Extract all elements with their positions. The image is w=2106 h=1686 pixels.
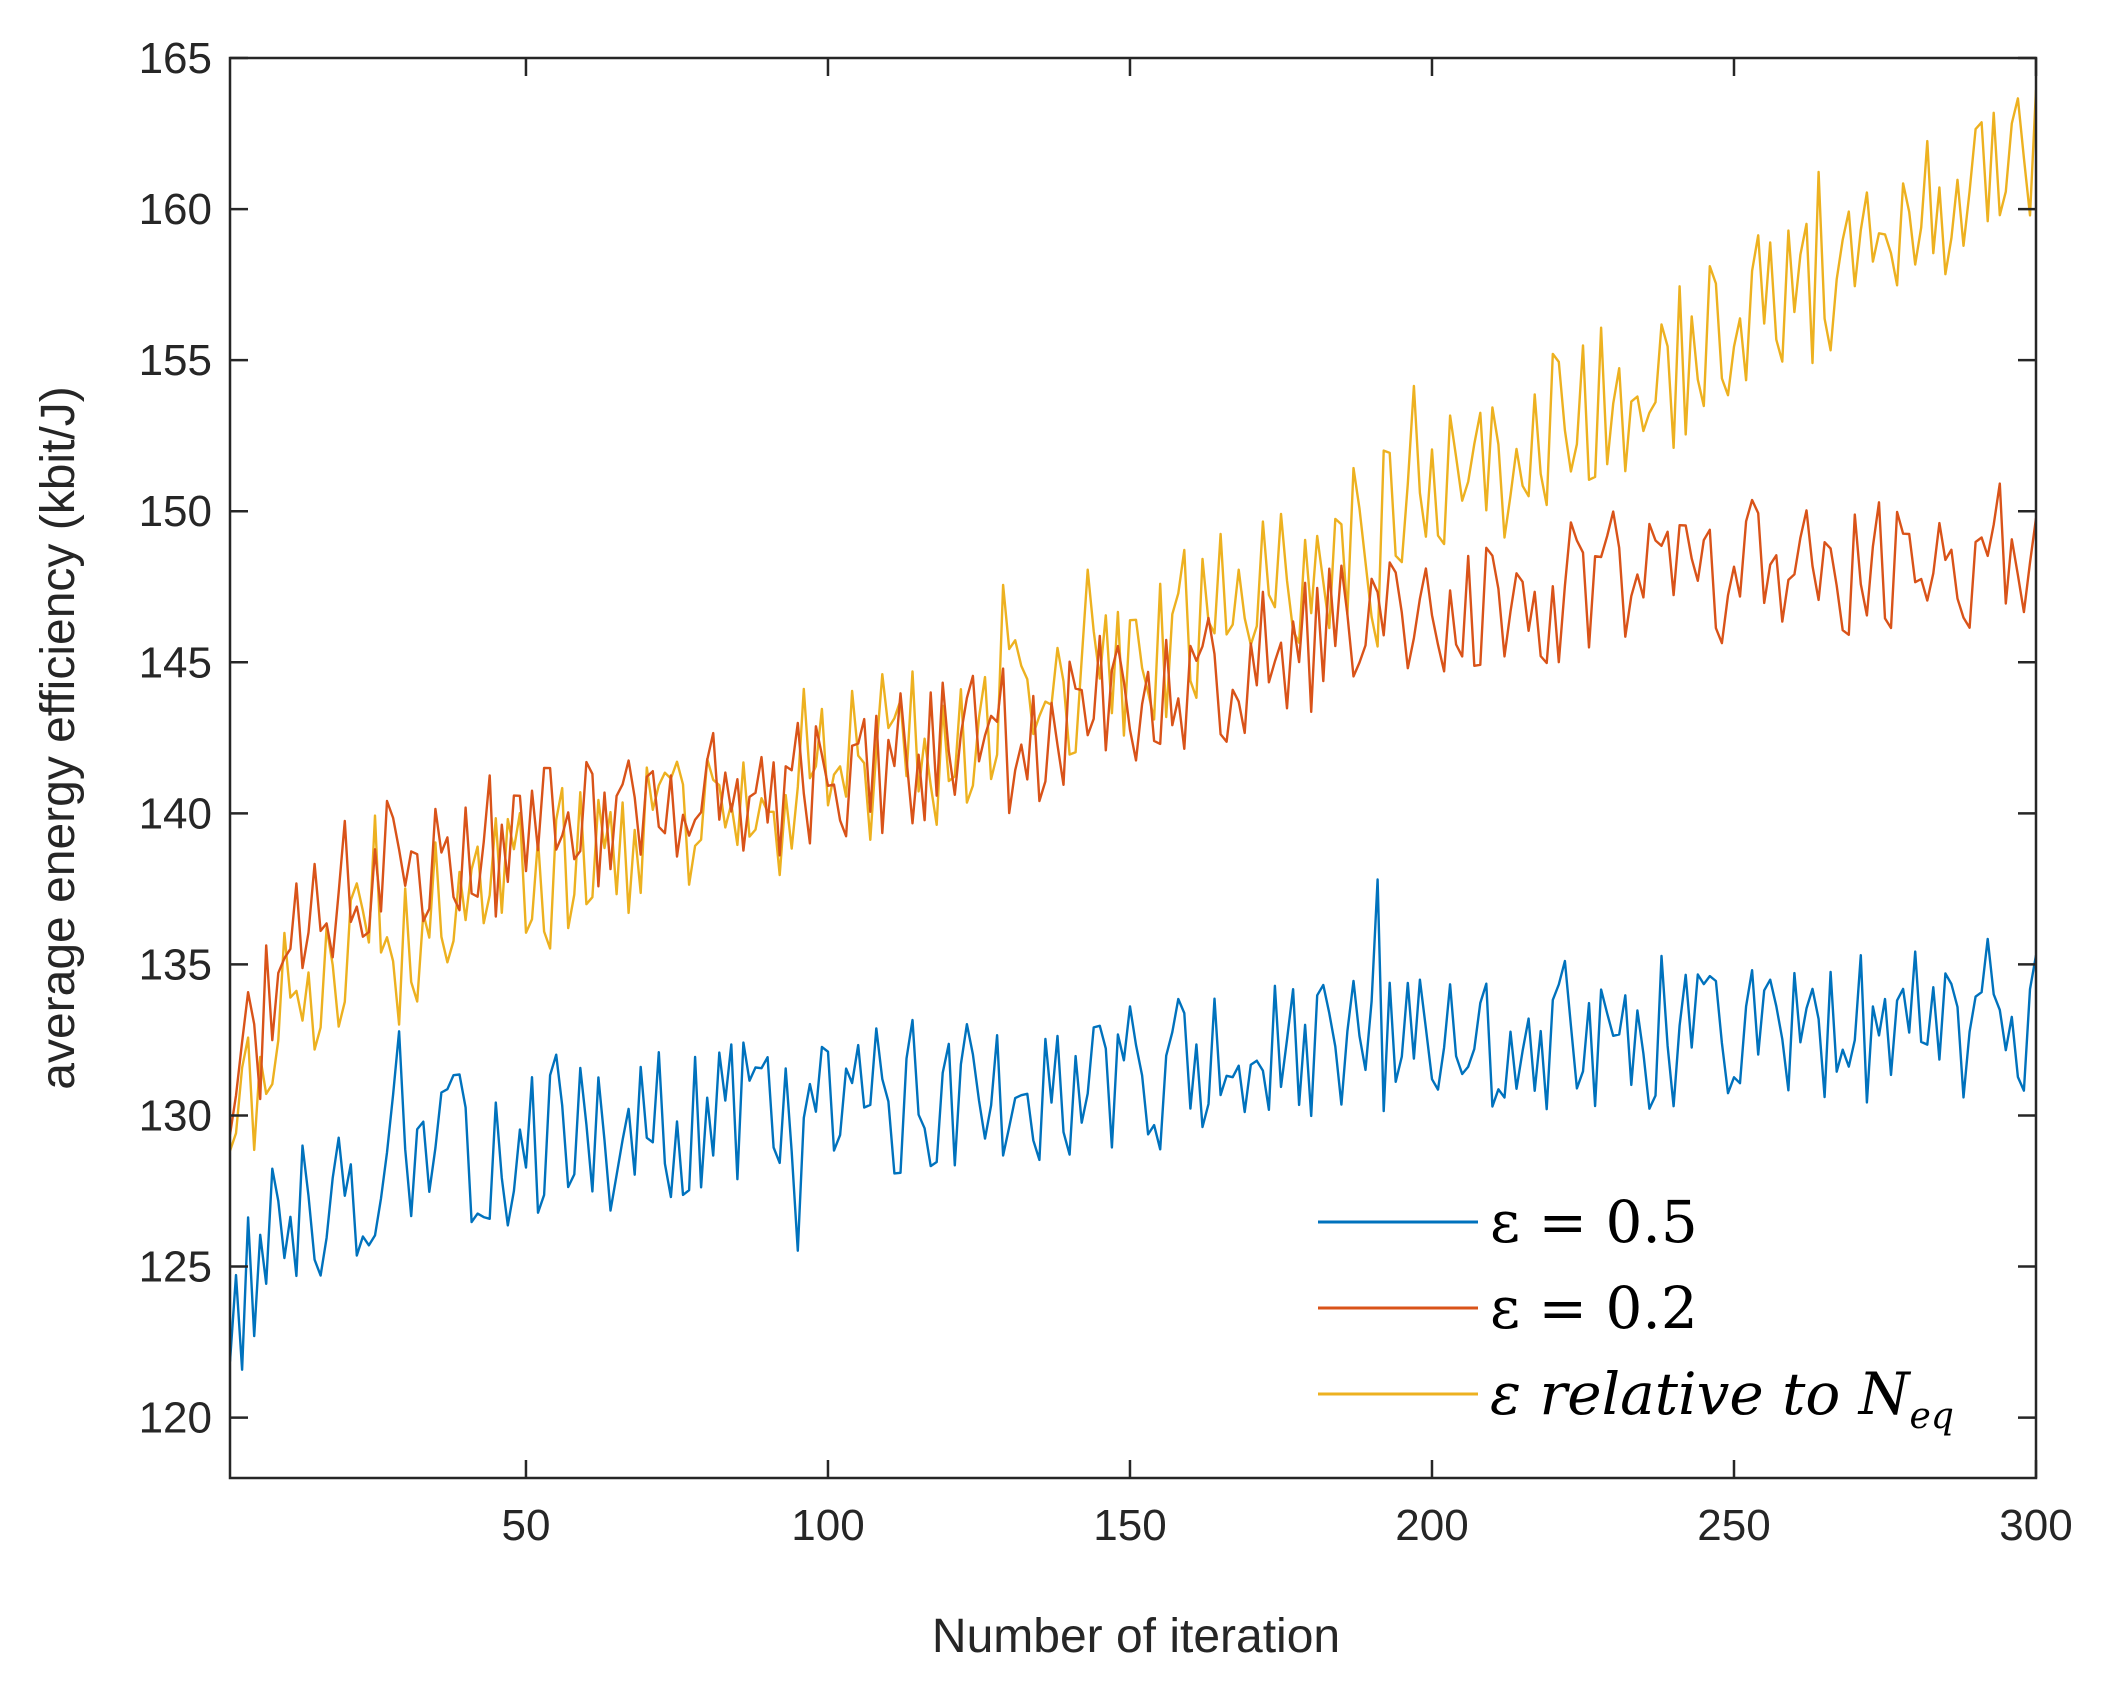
series-group	[230, 89, 2036, 1371]
ticks: 50 100 150 200 250 300 120 125 130 135 140 145 150 15…	[139, 34, 2073, 1550]
legend-label-eps-05: ε = 0.5	[1490, 1188, 1698, 1256]
legend-label-eps-relative-main: ε relative to N	[1490, 1360, 1912, 1428]
y-tick-label: 135	[139, 940, 212, 989]
x-tick-label: 150	[1093, 1501, 1166, 1550]
x-tick-label: 100	[791, 1501, 864, 1550]
x-axis-label: Number of iteration	[932, 1610, 1340, 1663]
axes	[228, 56, 2038, 1480]
y-axis-label: average energy efficiency (kbit/J)	[32, 386, 85, 1089]
y-tick-label: 165	[139, 34, 212, 83]
x-tick-label: 50	[501, 1501, 550, 1550]
legend-label-eps-02: ε = 0.2	[1490, 1274, 1698, 1342]
legend-label-eps-relative-subscript: eq	[1910, 1396, 1954, 1437]
series-eps-relative-line	[230, 89, 2036, 1152]
x-tick-label: 200	[1395, 1501, 1468, 1550]
legend: ε = 0.5 ε = 0.2 ε relative to Neq	[1318, 1188, 1954, 1437]
series-eps-05-line	[230, 878, 2036, 1371]
y-tick-label: 150	[139, 487, 212, 536]
y-tick-label: 145	[139, 638, 212, 687]
axes-box	[228, 56, 2038, 1480]
y-tick-label: 160	[139, 185, 212, 234]
y-tick-label: 155	[139, 336, 212, 385]
y-tick-label: 140	[139, 789, 212, 838]
x-tick-label: 250	[1697, 1501, 1770, 1550]
y-tick-label: 125	[139, 1243, 212, 1292]
y-tick-label: 120	[139, 1394, 212, 1443]
y-tick-label: 130	[139, 1091, 212, 1140]
series-eps-02-line	[230, 482, 2036, 1135]
legend-label-eps-relative: ε relative to Neq	[1490, 1360, 1954, 1437]
x-tick-label: 300	[1999, 1501, 2072, 1550]
